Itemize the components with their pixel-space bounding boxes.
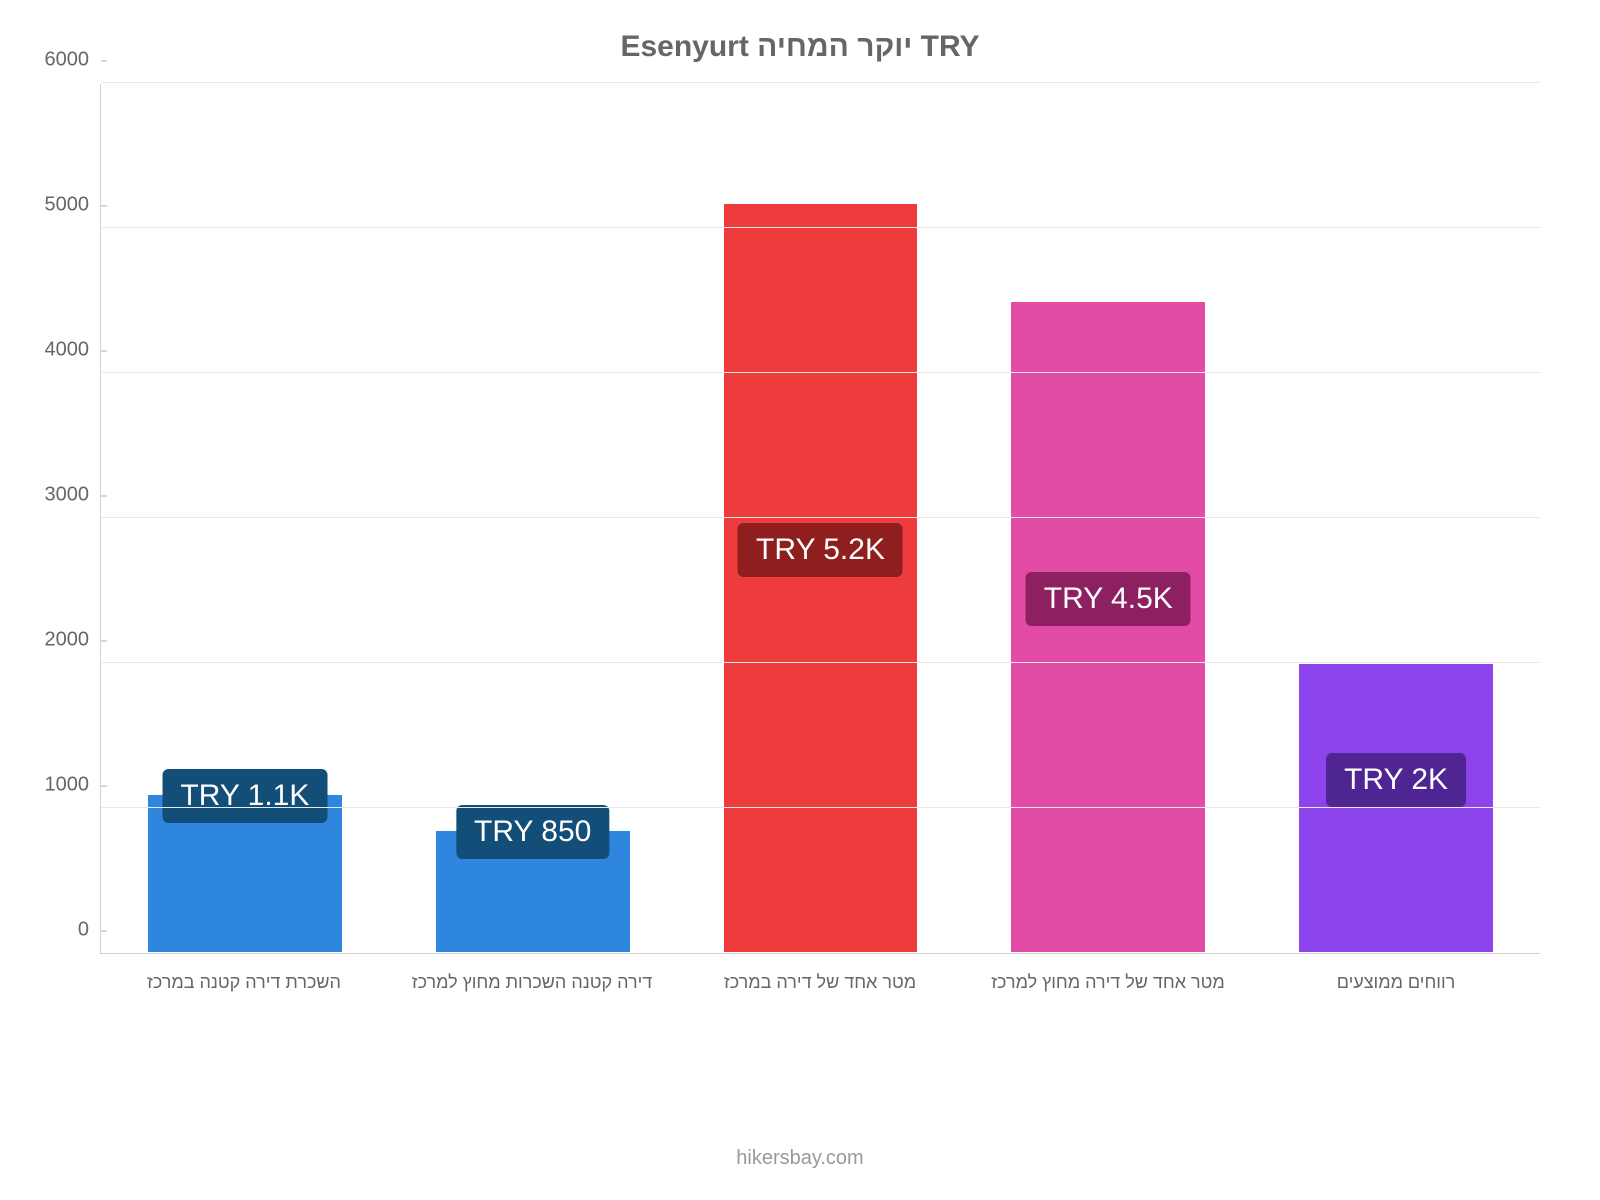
- y-tick-label: 6000: [45, 49, 102, 72]
- plot-area: TRY 1.1KTRY 850TRY 5.2KTRY 4.5KTRY 2K 01…: [100, 84, 1540, 954]
- x-axis-label: מטר אחד של דירה מחוץ למרכז: [964, 972, 1252, 993]
- chart-title: Esenyurt יוקר המחיה TRY: [0, 0, 1600, 64]
- attribution-text: hikersbay.com: [0, 1147, 1600, 1170]
- y-tick-label: 1000: [45, 774, 102, 797]
- x-axis-label: השכרת דירה קטנה במרכז: [100, 972, 388, 993]
- gridline: [101, 372, 1540, 373]
- bar-slot: TRY 5.2K: [677, 203, 965, 953]
- chart-area: TRY 1.1KTRY 850TRY 5.2KTRY 4.5KTRY 2K 01…: [100, 84, 1540, 993]
- bar: TRY 1.1K: [147, 794, 343, 954]
- bar-value-label: TRY 4.5K: [1026, 572, 1191, 626]
- bar-value-label: TRY 5.2K: [738, 523, 903, 577]
- y-tick-label: 0: [78, 919, 101, 942]
- bars-container: TRY 1.1K TRY 850 TRY 5.2K TRY 4.5K TRY 2K: [101, 84, 1540, 953]
- bar: TRY 4.5K: [1010, 301, 1206, 954]
- x-axis-label: מטר אחד של דירה במרכז: [676, 972, 964, 993]
- x-axis-label: דירה קטנה השכרות מחוץ למרכז: [388, 972, 676, 993]
- gridline: [101, 517, 1540, 518]
- x-axis-labels: השכרת דירה קטנה במרכזדירה קטנה השכרות מח…: [100, 972, 1540, 993]
- gridline: [101, 807, 1540, 808]
- bar-slot: TRY 1.1K: [101, 794, 389, 954]
- bar-value-label: TRY 850: [456, 805, 609, 859]
- bar: TRY 5.2K: [723, 203, 919, 953]
- bar-slot: TRY 2K: [1252, 663, 1540, 953]
- bar: TRY 850: [435, 830, 631, 953]
- bar-value-label: TRY 2K: [1326, 753, 1466, 807]
- y-tick-label: 5000: [45, 194, 102, 217]
- y-tick-label: 3000: [45, 484, 102, 507]
- gridline: [101, 227, 1540, 228]
- y-tick-label: 2000: [45, 629, 102, 652]
- bar: TRY 2K: [1298, 663, 1494, 953]
- bar-slot: TRY 850: [389, 830, 677, 953]
- y-tick-label: 4000: [45, 339, 102, 362]
- x-axis-label: רווחים ממוצעים: [1252, 972, 1540, 993]
- bar-value-label: TRY 1.1K: [162, 769, 327, 823]
- gridline: [101, 662, 1540, 663]
- gridline: [101, 82, 1540, 83]
- bar-slot: TRY 4.5K: [964, 301, 1252, 954]
